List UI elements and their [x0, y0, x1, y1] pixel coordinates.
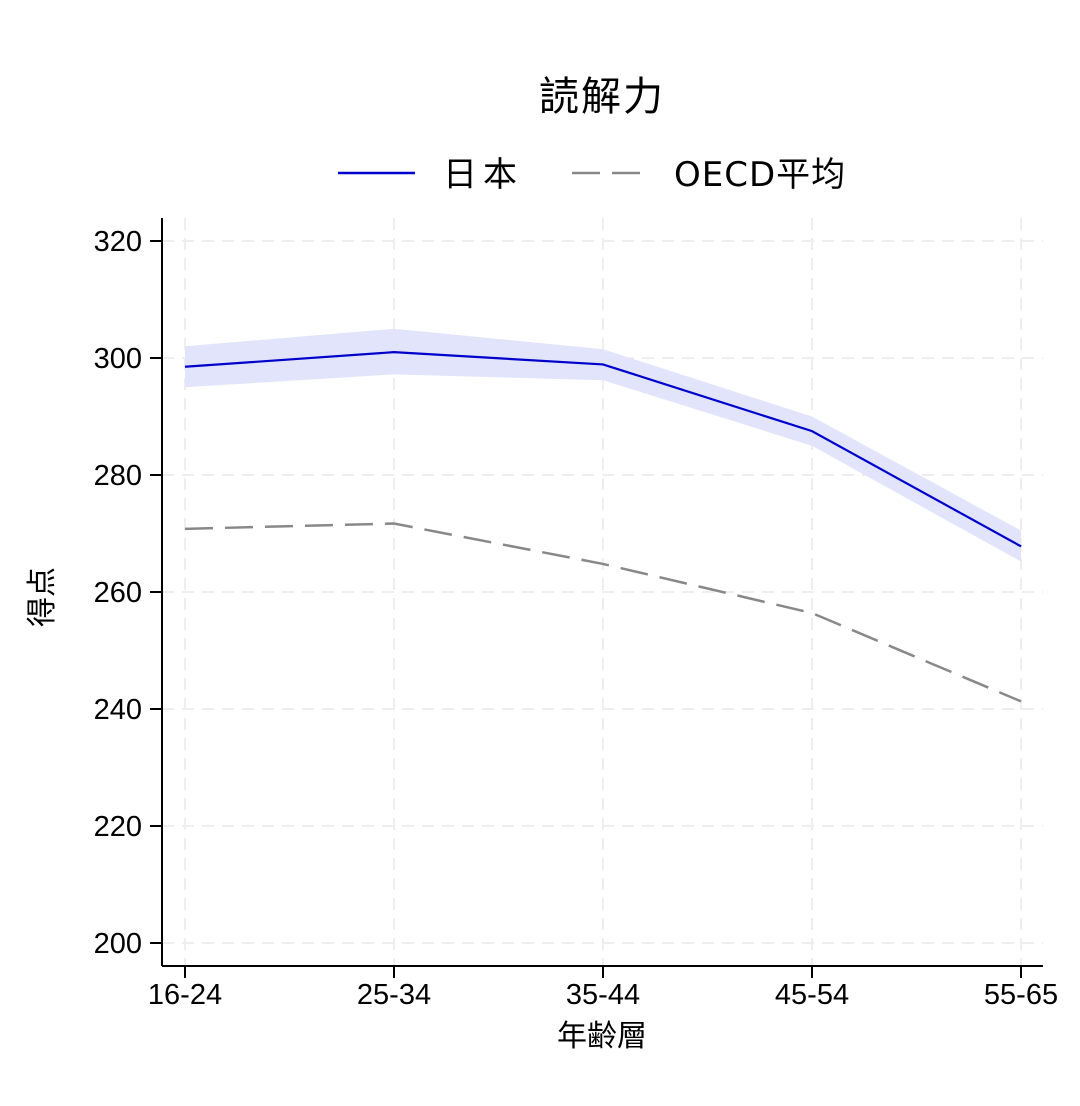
- y-tick-label: 220: [94, 811, 142, 843]
- y-axis-label: 得点: [25, 567, 60, 627]
- legend-label-0: 日本: [443, 155, 523, 195]
- y-tick-label: 300: [94, 343, 142, 375]
- legend-label-1: OECD平均: [674, 155, 846, 195]
- x-tick-label: 25-34: [357, 979, 431, 1011]
- x-tick-label: 55-65: [984, 979, 1058, 1011]
- chart-title: 読解力: [539, 74, 665, 120]
- y-ticks: 200 220 240 260 280 300 320: [94, 226, 162, 960]
- confidence-band-series-0: [185, 328, 1021, 562]
- series-line-1: [184, 522, 1022, 703]
- x-tick-label: 45-54: [775, 979, 849, 1011]
- x-tick-label: 35-44: [566, 979, 640, 1011]
- y-tick-label: 320: [94, 226, 142, 258]
- confidence-bands: [185, 328, 1021, 562]
- grid: [162, 218, 1043, 966]
- series-lines: [184, 351, 1022, 703]
- y-tick-label: 260: [94, 577, 142, 609]
- x-tick-label: 16-24: [148, 979, 222, 1011]
- y-tick-label: 240: [94, 694, 142, 726]
- x-axis-label: 年齢層: [557, 1019, 647, 1054]
- y-tick-label: 280: [94, 460, 142, 492]
- x-ticks: 16-24 25-34 35-44 45-54 55-65: [148, 966, 1058, 1011]
- y-tick-label: 200: [94, 928, 142, 960]
- series-line-0: [184, 351, 1022, 548]
- legend: 日本 OECD平均: [338, 155, 846, 195]
